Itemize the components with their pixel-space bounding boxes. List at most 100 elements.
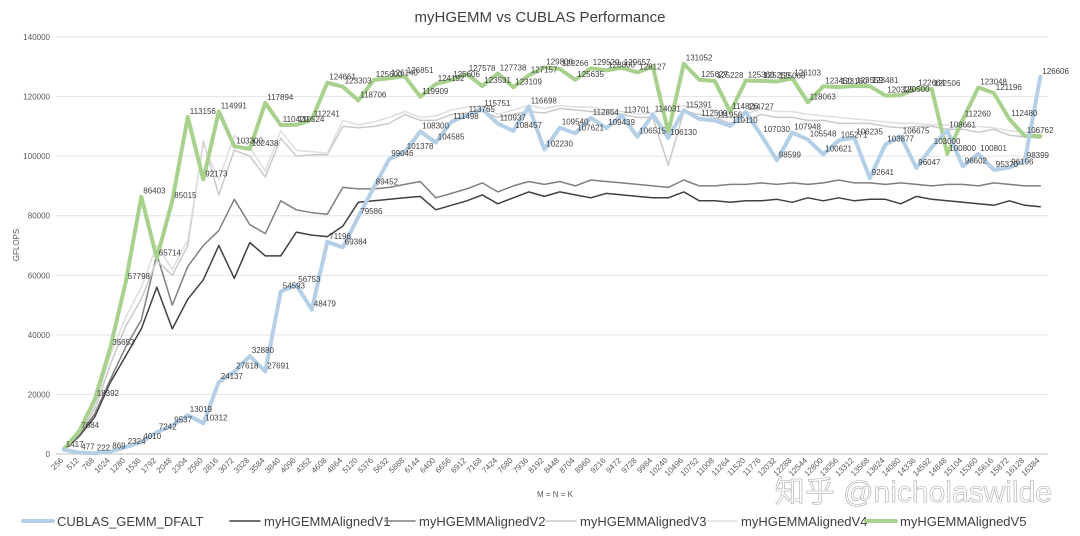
y-tick-label: 60000 (28, 271, 51, 280)
data-label: 121196 (996, 83, 1023, 92)
y-tick-label: 140000 (23, 33, 50, 42)
data-label: 120325 (887, 86, 914, 95)
data-label: 114826 (732, 102, 759, 111)
data-label: 128800 (608, 60, 635, 69)
legend-label: myHGEMMAlignedV4 (741, 514, 867, 529)
data-label: 96047 (918, 158, 941, 167)
data-label: 123559 (856, 76, 883, 85)
y-tick-label: 120000 (23, 93, 50, 102)
data-label: 85015 (174, 191, 197, 200)
data-label: 111956 (717, 111, 743, 120)
data-label: 127157 (531, 65, 558, 74)
data-label: 92641 (872, 168, 895, 177)
data-label: 27618 (236, 362, 259, 371)
series-line-myHGEMMAlignedV4 (63, 104, 1042, 451)
y-tick-label: 80000 (28, 212, 51, 221)
data-label: 106515 (639, 127, 666, 136)
data-label: 103877 (887, 135, 914, 144)
data-label: 114991 (221, 101, 248, 110)
data-label: 32880 (252, 346, 275, 355)
data-label: 869 (112, 441, 126, 450)
data-label: 100621 (825, 144, 852, 153)
data-label: 69384 (345, 237, 368, 246)
data-label: 112854 (593, 108, 620, 117)
data-label: 118706 (360, 90, 387, 99)
y-tick-label: 100000 (23, 152, 50, 161)
data-label: 113156 (190, 107, 217, 116)
data-label: 109540 (562, 118, 589, 127)
y-tick-label: 0 (46, 450, 51, 459)
data-label: 477 (81, 443, 95, 452)
data-label: 104585 (438, 132, 465, 141)
legend: CUBLAS_GEMM_DFALT myHGEMMAlignedV1 myHGEMM… (21, 514, 1026, 529)
data-label: 35653 (112, 338, 135, 347)
data-label: 7684 (81, 421, 99, 430)
y-tick-label: 20000 (28, 390, 51, 399)
data-label: 96602 (965, 156, 988, 165)
y-axis-ticks: 0 20000 40000 60000 80000 100000 120000 140000 (23, 33, 50, 459)
data-label: 113765 (469, 105, 496, 114)
data-label: 222 (97, 443, 111, 452)
chart-title: myHGEMM vs CUBLAS Performance (415, 9, 666, 26)
data-label: 122506 (934, 79, 961, 88)
data-label: 27691 (267, 362, 290, 371)
data-label: 71196 (329, 232, 351, 241)
data-label: 106762 (1027, 126, 1054, 135)
legend-label: myHGEMMAlignedV3 (580, 514, 706, 529)
data-label: 2324 (128, 437, 146, 446)
data-label: 114031 (655, 104, 682, 113)
data-label: 48479 (314, 300, 337, 309)
data-label: 120500 (903, 85, 930, 94)
data-label: 103300 (236, 136, 263, 145)
data-label: 108457 (515, 121, 542, 130)
data-label: 7242 (159, 422, 177, 431)
data-label: 110937 (500, 114, 527, 123)
data-label: 127578 (469, 64, 496, 73)
data-label: 92173 (205, 169, 228, 178)
data-label: 98599 (779, 150, 802, 159)
data-label: 114727 (748, 102, 775, 111)
data-label: 123481 (872, 76, 899, 85)
data-label: 113701 (624, 105, 651, 114)
data-label: 101378 (407, 142, 434, 151)
data-label: 123048 (980, 77, 1007, 86)
data-label: 124192 (438, 74, 465, 83)
data-label: 124661 (329, 73, 356, 82)
legend-label: myHGEMMAlignedV1 (264, 514, 390, 529)
data-label: 102230 (546, 140, 573, 149)
data-label: 100801 (980, 144, 1007, 153)
data-label: 112260 (965, 110, 992, 119)
data-label: 129520 (593, 58, 620, 67)
legend-label: myHGEMMAlignedV2 (419, 514, 545, 529)
data-label: 129657 (624, 58, 651, 67)
data-label: 95370 (996, 160, 1019, 169)
data-label: 103000 (934, 137, 961, 146)
data-label: 108300 (422, 121, 449, 130)
data-label: 125635 (577, 70, 604, 79)
data-label: 79586 (360, 207, 383, 216)
data-label: 105271 (841, 130, 868, 139)
data-label: 126606 (1042, 67, 1069, 76)
data-label: 125228 (717, 71, 744, 80)
data-label: 9537 (174, 416, 192, 425)
data-label: 123180 (841, 77, 868, 86)
data-label: 115391 (686, 100, 713, 109)
data-label: 105548 (810, 130, 837, 139)
data-label: 125360 (748, 71, 775, 80)
data-label: 112509 (701, 109, 728, 118)
data-label: 99046 (391, 149, 414, 158)
series-line-myHGEMMAlignedV3 (63, 107, 1042, 451)
data-label: 65714 (159, 248, 182, 257)
data-label: 116698 (531, 96, 558, 105)
legend-label: myHGEMMAlignedV5 (900, 514, 1026, 529)
data-label: 126140 (391, 68, 418, 77)
data-label: 129266 (562, 59, 589, 68)
data-label: 111498 (453, 112, 479, 121)
data-label: 127738 (500, 64, 527, 73)
series-line-myHGEMMAlignedV1 (63, 191, 1042, 452)
series-line-myHGEMMAlignedV5 (61, 61, 1043, 452)
data-label: 57798 (128, 272, 151, 281)
